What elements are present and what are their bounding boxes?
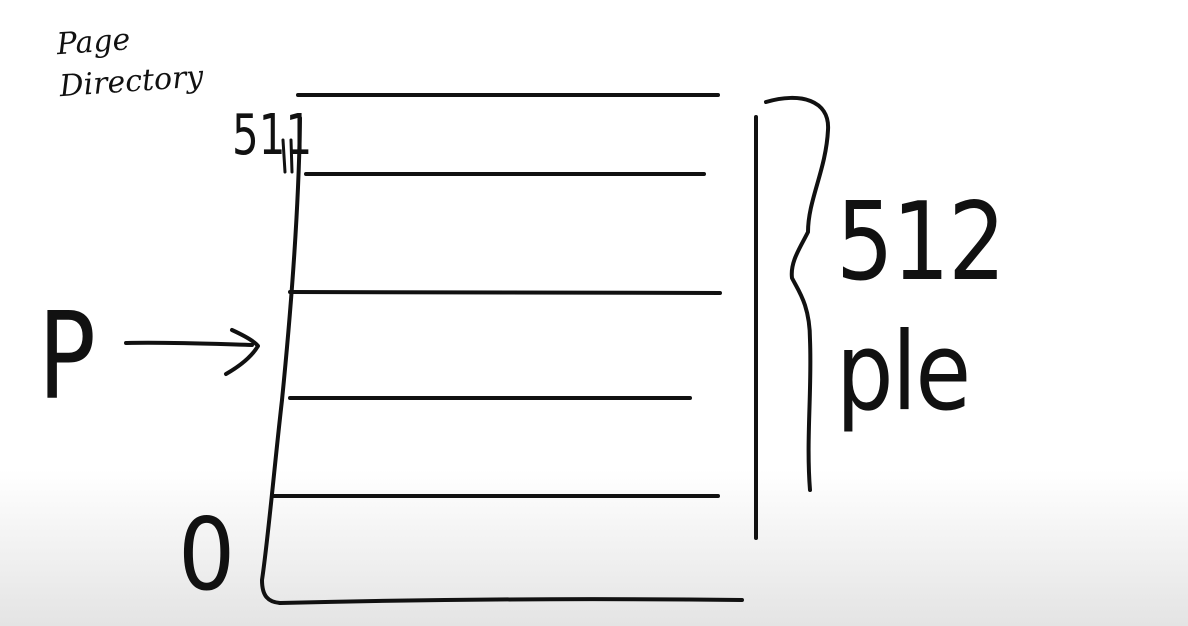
table-bottom-edge bbox=[278, 597, 744, 605]
table-left-edge bbox=[260, 116, 302, 605]
pointer-arrow-shaft bbox=[124, 340, 254, 347]
bottom-index-label: 0 bbox=[178, 496, 236, 613]
top-index-label: 511 bbox=[232, 103, 313, 168]
table-row-line-3 bbox=[288, 290, 722, 295]
pointer-arrow-head bbox=[224, 328, 260, 376]
size-brace bbox=[764, 95, 831, 492]
size-label: 512 ple bbox=[836, 180, 1006, 435]
page-directory-label: Page Directory bbox=[55, 22, 205, 105]
pointer-label: P bbox=[38, 288, 96, 427]
tick-mark-1 bbox=[281, 138, 287, 174]
tick-mark-2 bbox=[289, 138, 294, 174]
